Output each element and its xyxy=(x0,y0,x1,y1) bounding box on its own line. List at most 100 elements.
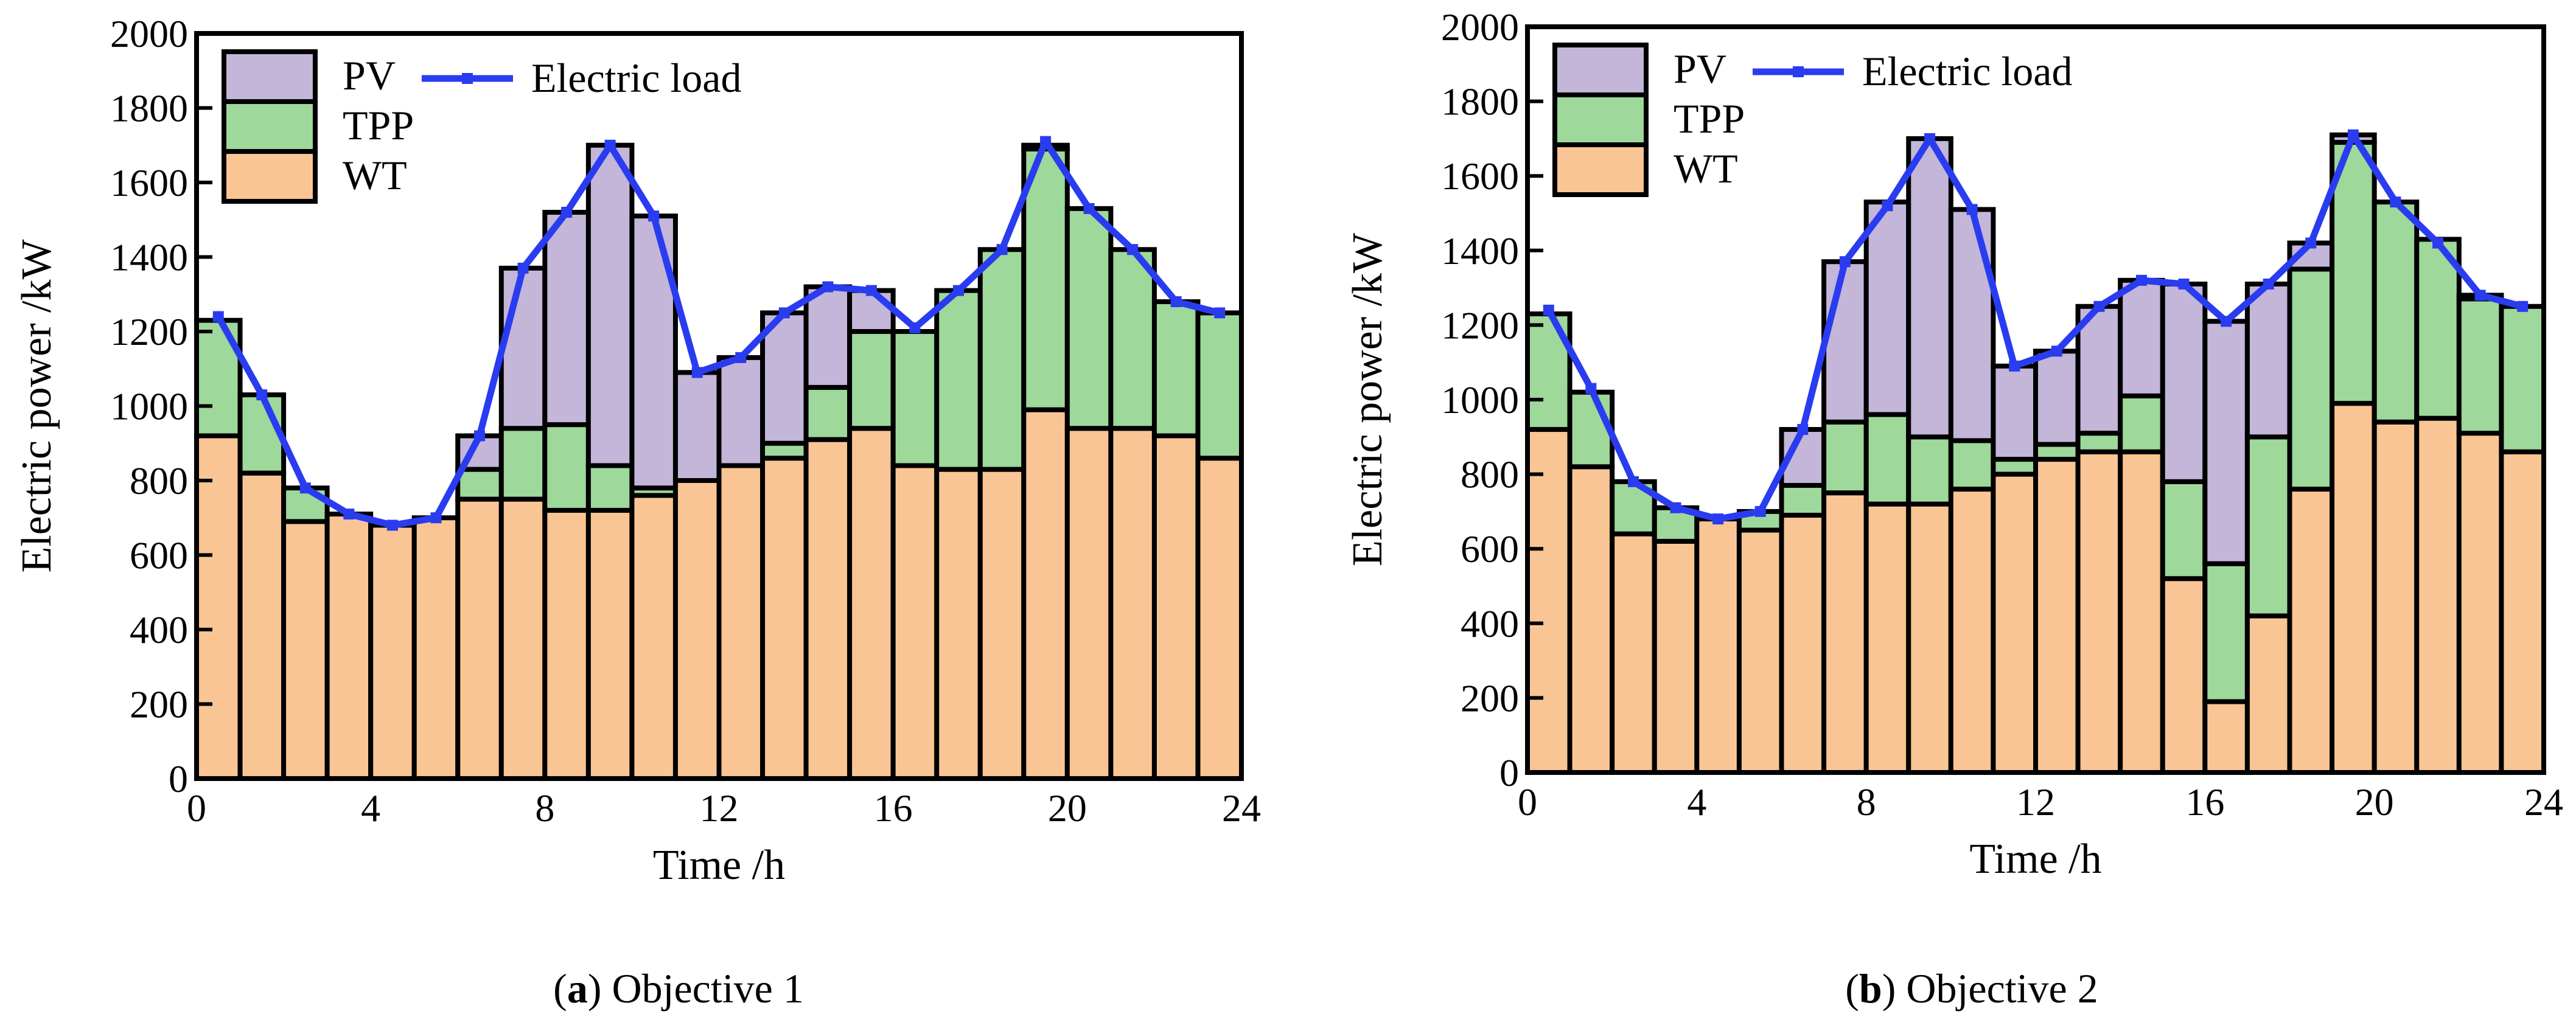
panel-b-bar-pv-h18 xyxy=(2244,281,2292,440)
panel-b-load-point-h2 xyxy=(1585,383,1597,394)
panel-b-xtick-label-4: 4 xyxy=(1687,780,1706,824)
panel-b-ytick-label-400: 400 xyxy=(1461,602,1519,645)
panel-a-bar-wt-h22 xyxy=(1108,426,1157,781)
panel-b-legend-wt-swatch xyxy=(1552,142,1649,197)
panel-b-bar-pv-h12 xyxy=(1991,363,2039,462)
panel-a-bar-tpp-h7 xyxy=(455,467,504,502)
panel-b-bar-wt-h2 xyxy=(1567,464,1615,776)
panel-a-ytick-label-1600: 1600 xyxy=(110,161,188,204)
panel-b-bar-tpp-h23 xyxy=(2456,296,2504,436)
panel-b-legend-pv-swatch xyxy=(1552,43,1649,97)
panel-a-load-point-h6 xyxy=(430,512,442,524)
panel-a-legend-wt-label: WT xyxy=(343,152,407,198)
panel-b-bar-tpp-h9 xyxy=(1863,412,1911,507)
panel-b-bars xyxy=(1525,132,2546,776)
panel-b-xtick-label-16: 16 xyxy=(2185,780,2224,824)
panel-b-load-point-h13 xyxy=(2051,345,2062,357)
panel-a-bar-pv-h16 xyxy=(847,288,896,334)
panel-b-bar-wt-h24 xyxy=(2499,449,2546,775)
panel-b-bar-tpp-h14 xyxy=(2075,431,2123,454)
panel-b-bar-wt-h15 xyxy=(2118,449,2165,775)
panel-a-load-point-h18 xyxy=(952,285,964,296)
panel-a-xtick-label-24: 24 xyxy=(1222,786,1261,830)
panel-b-load-line xyxy=(1545,131,2524,522)
panel-b-load-point-h5 xyxy=(1712,513,1724,525)
panel-b-ytick-label-1200: 1200 xyxy=(1441,304,1519,347)
panel-a-load-point-h16 xyxy=(865,285,877,296)
panel-b-ytick-label-200: 200 xyxy=(1461,676,1519,720)
panel-b-bar-pv-h9 xyxy=(1863,200,1911,417)
panel-b-legend-load-label: Electric load xyxy=(1862,48,2072,94)
panel-a-caption: (a) Objective 1 xyxy=(553,965,804,1012)
panel-a-load-point-h7 xyxy=(474,430,486,442)
panel-b-bar-pv-h16 xyxy=(2160,281,2208,484)
panel-a-ytick-label-600: 600 xyxy=(130,534,188,577)
panel-b-ytick-label-1000: 1000 xyxy=(1441,378,1519,422)
panel-a-legend-tpp-swatch xyxy=(222,99,318,154)
panel-a-load-point-h22 xyxy=(1127,244,1139,255)
panel-a-load-point-h4 xyxy=(343,509,355,520)
panel-b-bar-wt-h4 xyxy=(1652,538,1700,775)
panel-b-legend: PV TPP WT Electric load xyxy=(1552,43,2072,197)
panel-b-load-point-h17 xyxy=(2221,316,2232,327)
panel-a-bar-pv-h9 xyxy=(542,210,591,428)
panel-a-x-axis-label: Time /h xyxy=(653,842,785,889)
panel-a-load-point-h2 xyxy=(256,389,268,401)
panel-b-y-ticks: 0 200 400 600 800 1000 1200 1400 1600 1800 2000 xyxy=(1441,5,1543,794)
panel-b-load-series xyxy=(1543,129,2529,525)
panel-a-load-point-h14 xyxy=(778,307,790,319)
panel-b-load-point-h20 xyxy=(2347,129,2359,141)
panel-a-legend-load-label: Electric load xyxy=(531,55,741,101)
panel-a-load-point-h24 xyxy=(1214,307,1226,319)
panel-a-load-point-h9 xyxy=(561,207,573,218)
panel-a-legend-wt-swatch xyxy=(222,149,318,204)
panel-a-bar-wt-h2 xyxy=(237,470,287,781)
panel-a-xtick-label-20: 20 xyxy=(1048,786,1087,830)
panel-b-legend-tpp-label: TPP xyxy=(1674,95,1745,142)
panel-a-legend: PV TPP WT Electric load xyxy=(222,49,741,204)
panel-a-bar-tpp-h16 xyxy=(847,329,896,431)
panel-a-load-point-h1 xyxy=(212,311,224,322)
panel-a-xtick-label-4: 4 xyxy=(361,786,380,830)
panel-a-load-point-h3 xyxy=(299,482,311,494)
panel-b-load-point-h6 xyxy=(1754,505,1766,517)
panel-b-load-point-h10 xyxy=(1924,133,1936,144)
panel-b-bar-tpp-h18 xyxy=(2244,434,2292,619)
panel-a-load-point-h15 xyxy=(822,281,834,293)
panel-b-bar-wt-h14 xyxy=(2075,449,2123,775)
panel-a-bar-wt-h15 xyxy=(803,437,853,781)
panel-a: 0 200 400 600 800 1000 1200 1400 1600 1800 2000 0 4… xyxy=(13,12,1261,1012)
panel-a-bar-wt-h19 xyxy=(977,467,1027,781)
panel-a-load-point-h10 xyxy=(604,139,616,151)
panel-a-legend-pv-swatch xyxy=(222,49,318,104)
panel-b-load-point-h19 xyxy=(2305,237,2317,249)
panel-a-load-point-h12 xyxy=(691,367,703,378)
panel-a-xtick-label-16: 16 xyxy=(874,786,913,830)
panel-b-bar-wt-h8 xyxy=(1821,490,1869,775)
panel-a-load-point-h20 xyxy=(1040,136,1052,147)
panel-b-bar-wt-h3 xyxy=(1610,531,1657,775)
panel-b-bar-wt-h20 xyxy=(2330,401,2377,775)
panel-a-load-series xyxy=(212,136,1226,531)
panel-b-bar-tpp-h15 xyxy=(2118,393,2165,454)
panel-b-load-point-h24 xyxy=(2517,300,2529,312)
panel-a-bar-tpp-h21 xyxy=(1064,206,1114,431)
panel-a-load-point-h19 xyxy=(996,244,1008,255)
panel-b-load-point-h23 xyxy=(2474,290,2486,301)
panel-b-bar-pv-h11 xyxy=(1948,207,1996,443)
panel-b-ytick-label-2000: 2000 xyxy=(1441,5,1519,49)
panel-a-legend-load-marker xyxy=(462,73,473,84)
panel-a-bar-pv-h8 xyxy=(498,265,548,431)
panel-b-bar-wt-h18 xyxy=(2244,613,2292,775)
panel-b-ytick-label-600: 600 xyxy=(1461,527,1519,571)
panel-a-bar-tpp-h22 xyxy=(1108,247,1157,431)
panel-b-load-point-h22 xyxy=(2432,237,2444,249)
panel-a-load-point-h23 xyxy=(1170,296,1182,307)
panel-a-bar-wt-h4 xyxy=(324,512,374,781)
panel-a-bar-wt-h5 xyxy=(368,522,417,781)
panel-a-bar-wt-h23 xyxy=(1151,433,1201,781)
panel-b-bar-pv-h8 xyxy=(1821,259,1869,425)
panel-b-bar-wt-h19 xyxy=(2287,487,2335,775)
panel-b-bar-pv-h10 xyxy=(1906,136,1953,440)
panel-a-bar-wt-h10 xyxy=(585,508,635,781)
